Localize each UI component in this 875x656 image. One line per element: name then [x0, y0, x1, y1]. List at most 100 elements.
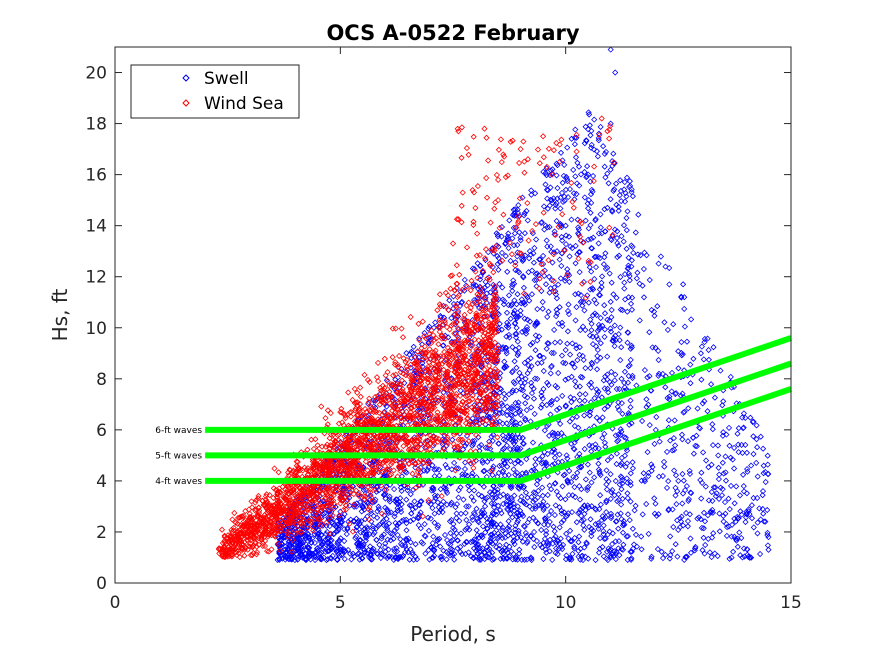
swell-point [324, 539, 331, 546]
swell-point [369, 523, 376, 530]
swell-point [431, 552, 438, 559]
swell-point [764, 452, 771, 459]
swell-point [588, 268, 595, 275]
swell-point [649, 344, 656, 351]
swell-point [448, 499, 455, 506]
swell-point [411, 498, 418, 505]
swell-point [636, 280, 643, 287]
swell-point [728, 554, 735, 561]
swell-point [375, 487, 382, 494]
swell-point [700, 449, 707, 456]
swell-point [457, 484, 464, 491]
swell-point [506, 217, 513, 224]
swell-point [537, 352, 544, 359]
swell-point [383, 403, 390, 410]
swell-point [514, 517, 522, 524]
swell-point [494, 486, 501, 493]
swell-point [687, 549, 695, 556]
swell-point [500, 467, 507, 474]
swell-point [521, 210, 528, 217]
swell-point [684, 438, 692, 445]
swell-point [601, 515, 608, 522]
swell-point [394, 555, 402, 562]
swell-point [558, 510, 565, 517]
swell-point [754, 494, 761, 502]
swell-point [698, 376, 705, 383]
swell-point [715, 476, 722, 483]
swell-point [639, 417, 646, 425]
swell-point [629, 294, 636, 301]
swell-point [553, 396, 561, 403]
swell-point [620, 238, 627, 245]
swell-point [673, 390, 680, 397]
swell-point [530, 498, 537, 505]
swell-point [611, 226, 619, 233]
swell-point [594, 336, 601, 343]
swell-point [614, 403, 621, 410]
swell-point [602, 535, 609, 542]
swell-point [551, 454, 558, 461]
swell-point [742, 514, 750, 521]
swell-point [584, 292, 591, 299]
swell-point [466, 487, 473, 494]
swell-point [588, 144, 595, 151]
swell-point [569, 492, 576, 499]
swell-point [675, 348, 682, 355]
swell-point [744, 546, 751, 553]
swell-point [546, 202, 553, 209]
swell-point [593, 357, 601, 364]
swell-point [564, 477, 571, 484]
swell-point [672, 472, 680, 479]
swell-point [734, 543, 741, 550]
swell-point [513, 324, 520, 331]
swell-point [500, 550, 507, 557]
swell-point [504, 408, 511, 415]
swell-point [502, 395, 509, 402]
swell-point [609, 486, 616, 494]
swell-point [737, 552, 744, 559]
swell-point [663, 448, 671, 455]
swell-point [753, 436, 760, 443]
swell-point [627, 498, 634, 505]
swell-point [702, 483, 709, 490]
swell-point [553, 295, 560, 302]
swell-point [708, 554, 715, 561]
swell-point [498, 249, 506, 256]
swell-point [488, 433, 495, 440]
swell-point [598, 279, 605, 286]
swell-point [585, 504, 592, 511]
swell-point [613, 460, 620, 468]
swell-point [469, 415, 476, 422]
swell-point [507, 257, 514, 264]
swell-point [452, 321, 459, 328]
swell-point [335, 541, 342, 548]
swell-point [429, 462, 436, 469]
swell-point [534, 337, 541, 344]
swell-point [469, 516, 476, 523]
swell-point [285, 538, 292, 545]
swell-point [520, 284, 527, 291]
swell-point [526, 318, 534, 325]
swell-point [554, 310, 561, 317]
swell-point [518, 300, 525, 307]
swell-point [556, 405, 563, 412]
swell-point [334, 538, 341, 546]
swell-point [274, 556, 281, 563]
swell-point [579, 556, 587, 564]
swell-point [564, 178, 571, 185]
swell-point [562, 241, 570, 248]
swell-point [489, 556, 496, 563]
swell-point [598, 517, 605, 524]
swell-point [358, 508, 365, 515]
swell-point [598, 284, 605, 291]
swell-point [407, 539, 414, 546]
swell-point [410, 486, 417, 493]
swell-point [559, 392, 566, 399]
swell-point [510, 466, 517, 473]
swell-point [599, 273, 606, 280]
swell-point [535, 520, 542, 527]
swell-point [685, 405, 692, 412]
swell-point [514, 352, 521, 359]
swell-point [702, 541, 709, 549]
swell-point [544, 187, 551, 194]
